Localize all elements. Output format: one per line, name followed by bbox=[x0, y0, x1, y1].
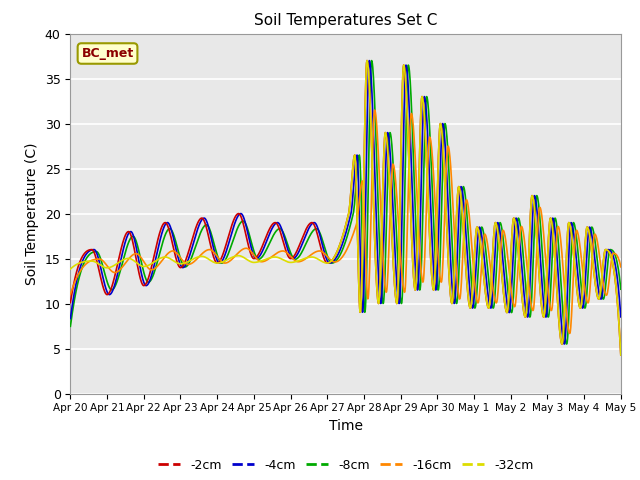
-32cm bbox=[568, 238, 576, 244]
-8cm bbox=[282, 238, 290, 243]
-32cm bbox=[296, 257, 303, 263]
-4cm bbox=[282, 242, 290, 248]
-2cm bbox=[188, 237, 196, 243]
-16cm bbox=[617, 264, 625, 270]
-2cm bbox=[296, 241, 303, 247]
X-axis label: Time: Time bbox=[328, 419, 363, 433]
-16cm bbox=[282, 250, 290, 255]
-2cm bbox=[67, 300, 74, 305]
-4cm bbox=[521, 300, 529, 305]
-16cm bbox=[296, 259, 303, 264]
-8cm bbox=[296, 253, 303, 259]
-16cm bbox=[431, 184, 438, 190]
-4cm bbox=[569, 224, 577, 229]
-4cm bbox=[431, 276, 438, 282]
-16cm bbox=[188, 260, 196, 266]
-16cm bbox=[566, 331, 573, 336]
-8cm bbox=[563, 341, 570, 347]
Line: -16cm: -16cm bbox=[70, 110, 621, 334]
-2cm bbox=[521, 313, 529, 319]
Y-axis label: Soil Temperature (C): Soil Temperature (C) bbox=[25, 143, 39, 285]
-8cm bbox=[569, 224, 577, 230]
-32cm bbox=[521, 313, 529, 319]
-16cm bbox=[67, 291, 74, 297]
-4cm bbox=[296, 247, 303, 252]
-16cm bbox=[371, 107, 378, 113]
-8cm bbox=[188, 254, 196, 260]
-4cm bbox=[365, 58, 373, 63]
Legend: -2cm, -4cm, -8cm, -16cm, -32cm: -2cm, -4cm, -8cm, -16cm, -32cm bbox=[153, 454, 538, 477]
-8cm bbox=[617, 286, 625, 292]
Text: BC_met: BC_met bbox=[81, 47, 134, 60]
-2cm bbox=[282, 249, 290, 255]
Title: Soil Temperatures Set C: Soil Temperatures Set C bbox=[254, 13, 437, 28]
-32cm bbox=[431, 283, 438, 289]
-2cm bbox=[363, 58, 371, 63]
-8cm bbox=[431, 235, 438, 240]
-32cm bbox=[188, 257, 196, 263]
-8cm bbox=[368, 58, 376, 63]
-4cm bbox=[561, 341, 568, 347]
-2cm bbox=[617, 352, 625, 358]
-4cm bbox=[67, 316, 74, 322]
-32cm bbox=[282, 259, 290, 264]
-2cm bbox=[431, 283, 438, 289]
-4cm bbox=[188, 245, 196, 251]
-32cm bbox=[617, 352, 625, 358]
-8cm bbox=[67, 324, 74, 329]
Line: -8cm: -8cm bbox=[70, 60, 621, 344]
-4cm bbox=[617, 314, 625, 320]
-2cm bbox=[568, 238, 576, 244]
-8cm bbox=[521, 274, 529, 279]
Line: -4cm: -4cm bbox=[70, 60, 621, 344]
Line: -32cm: -32cm bbox=[70, 60, 621, 355]
-32cm bbox=[67, 266, 74, 272]
-16cm bbox=[521, 241, 529, 247]
Line: -2cm: -2cm bbox=[70, 60, 621, 355]
-32cm bbox=[363, 58, 371, 63]
-16cm bbox=[569, 289, 577, 295]
